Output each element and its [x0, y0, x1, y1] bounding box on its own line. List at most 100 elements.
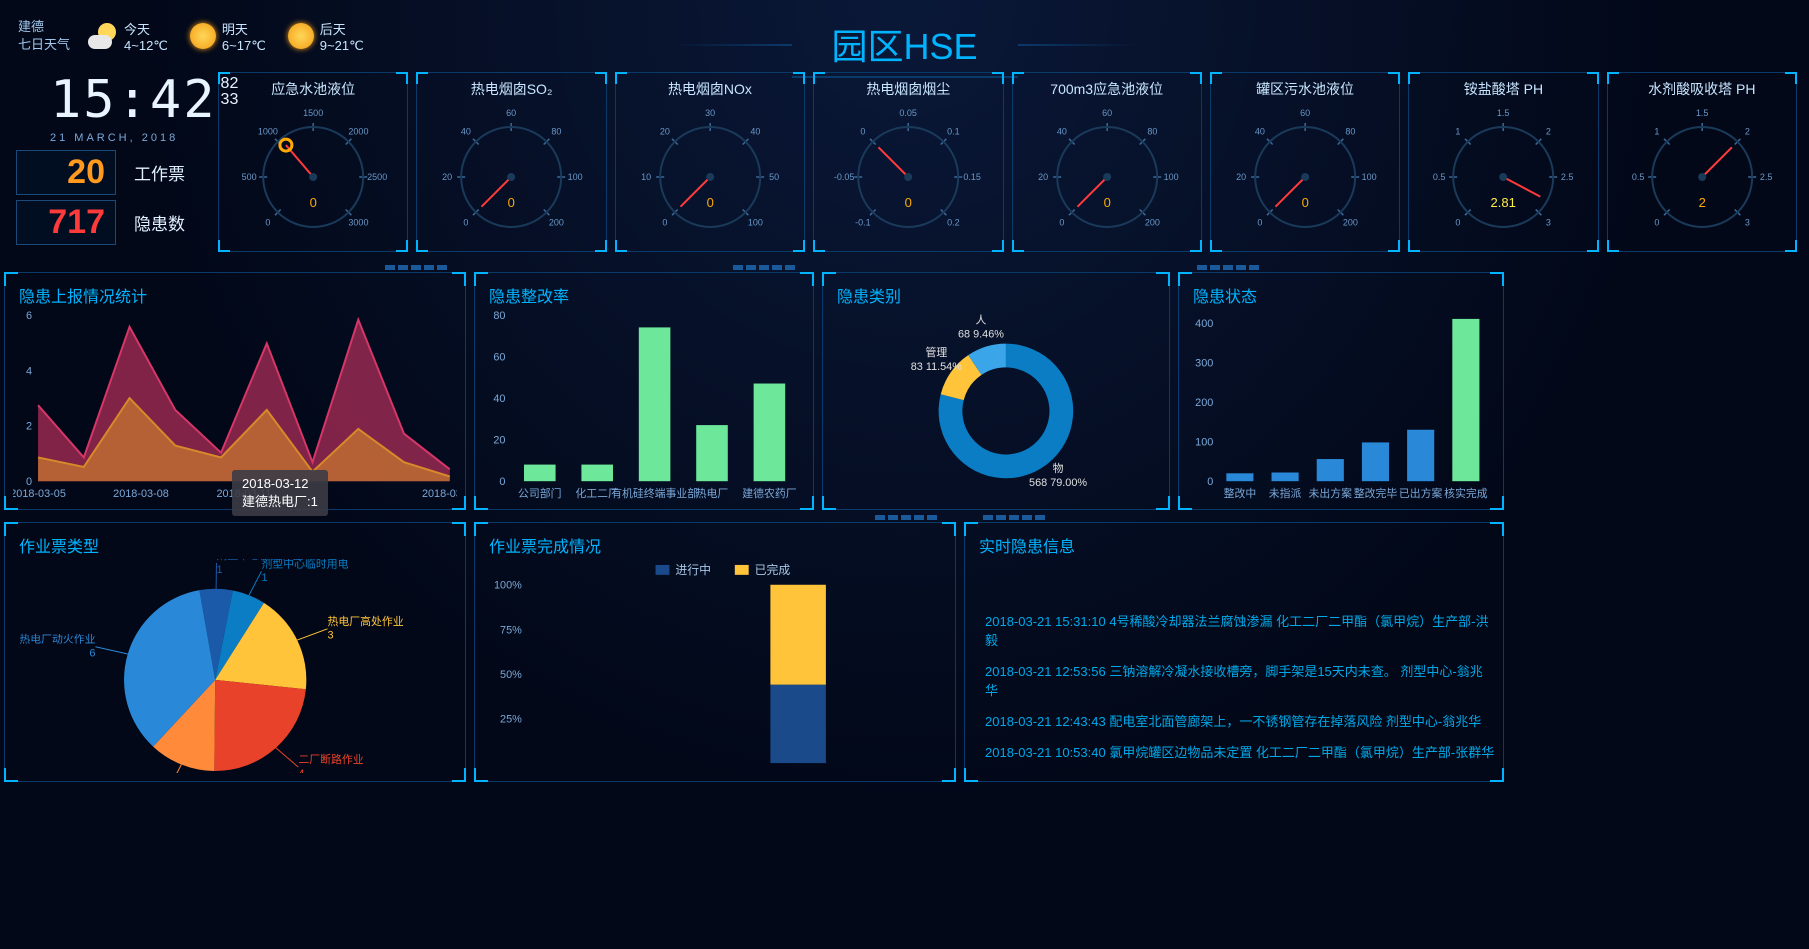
svg-text:进行中: 进行中: [675, 563, 711, 577]
gauge-card: 应急水池液位0500100015002000250030000: [218, 72, 408, 252]
svg-text:40: 40: [1056, 127, 1066, 137]
svg-text:0: 0: [905, 195, 912, 210]
gauge-title: 热电烟囱烟尘: [820, 79, 996, 99]
svg-text:50: 50: [769, 172, 779, 182]
svg-text:1.5: 1.5: [1696, 108, 1709, 118]
page-title: 园区HSE: [791, 12, 1017, 78]
svg-text:1: 1: [261, 572, 267, 584]
svg-text:40: 40: [461, 127, 471, 137]
sun-icon: [190, 23, 216, 49]
sun-icon: [288, 23, 314, 49]
svg-text:0.5: 0.5: [1433, 172, 1446, 182]
svg-text:2018-03-19: 2018-03-19: [422, 488, 457, 500]
svg-text:核实完成: 核实完成: [1444, 486, 1488, 500]
svg-text:0: 0: [861, 127, 866, 137]
svg-text:热电厂高处作业: 热电厂高处作业: [327, 614, 403, 628]
svg-text:80: 80: [493, 310, 505, 322]
svg-text:4: 4: [298, 768, 304, 773]
svg-text:0.15: 0.15: [964, 172, 982, 182]
svg-text:0.05: 0.05: [900, 108, 918, 118]
svg-text:20: 20: [1038, 172, 1048, 182]
svg-text:2018-03-08: 2018-03-08: [113, 488, 169, 500]
panel-status: 隐患状态 0100200300400整改中未指派未出方案整改完毕已出方案核实完成: [1178, 272, 1504, 510]
svg-text:100: 100: [1195, 437, 1213, 449]
feed-item: 2018-03-21 10:53:40 氯甲烷罐区边物品未定置 化工二厂二甲酯（…: [973, 742, 1495, 761]
svg-text:2.5: 2.5: [1561, 172, 1574, 182]
svg-text:3: 3: [327, 630, 333, 642]
clock-time: 15:42: [50, 70, 217, 130]
svg-text:200: 200: [1195, 397, 1213, 409]
svg-text:1.5: 1.5: [1497, 108, 1510, 118]
svg-text:0: 0: [310, 195, 317, 210]
svg-text:管理: 管理: [925, 345, 947, 359]
svg-text:100: 100: [1163, 172, 1178, 182]
svg-text:1: 1: [1456, 127, 1461, 137]
gauge-title: 水剂酸吸收塔 PH: [1614, 79, 1790, 99]
kpi-value: 717: [16, 200, 116, 245]
kpi-hazards: 717 隐患数: [16, 200, 185, 245]
svg-text:0: 0: [464, 217, 469, 227]
svg-text:整改完毕: 整改完毕: [1354, 486, 1398, 500]
svg-text:75%: 75%: [500, 624, 522, 636]
gauge-card: 水剂酸吸收塔 PH00.511.522.532: [1607, 72, 1797, 252]
gauge-card: 铵盐酸塔 PH00.511.522.532.81: [1408, 72, 1598, 252]
svg-text:60: 60: [507, 108, 517, 118]
svg-text:2500: 2500: [367, 172, 387, 182]
panel-completion: 作业票完成情况 进行中已完成25%50%75%100%: [474, 522, 956, 782]
svg-text:已出方案: 已出方案: [1399, 486, 1443, 500]
svg-text:0: 0: [706, 195, 713, 210]
svg-text:20: 20: [660, 127, 670, 137]
gauge-title: 热电烟囱NOx: [622, 79, 798, 99]
weather-day: 今天4~12℃: [88, 19, 168, 54]
svg-text:0: 0: [1301, 195, 1308, 210]
svg-text:60: 60: [1102, 108, 1112, 118]
svg-text:0: 0: [662, 217, 667, 227]
kpi-work-tickets: 20 工作票: [16, 150, 185, 195]
svg-text:建德农药厂: 建德农药厂: [742, 486, 797, 500]
svg-text:0: 0: [508, 195, 515, 210]
weather-block: 建德 七日天气 今天4~12℃ 明天6~17℃ 后天9~21℃: [18, 18, 364, 54]
svg-text:100%: 100%: [494, 580, 522, 592]
gauge-title: 热电烟囱SO₂: [423, 79, 599, 99]
svg-text:2: 2: [1546, 127, 1551, 137]
feed-item: 2018-03-21 12:43:43 配电室北面管廊架上，一不锈钢管存在掉落风…: [973, 711, 1495, 730]
svg-text:2: 2: [1698, 195, 1705, 210]
svg-text:0: 0: [1654, 217, 1659, 227]
svg-text:2018-03-05: 2018-03-05: [13, 488, 66, 500]
svg-text:4: 4: [26, 365, 32, 377]
svg-text:0: 0: [1207, 476, 1213, 488]
svg-text:3: 3: [1745, 217, 1750, 227]
svg-text:1: 1: [216, 564, 222, 576]
svg-text:热电厂动火作业: 热电厂动火作业: [19, 633, 95, 646]
gauge-title: 700m3应急池液位: [1019, 79, 1195, 99]
svg-text:有机硅终端事业部: 有机硅终端事业部: [611, 486, 698, 500]
svg-text:0.1: 0.1: [947, 127, 960, 137]
svg-text:2: 2: [26, 421, 32, 433]
clock: 15:42 82 33 21 MARCH, 2018: [50, 70, 238, 144]
svg-text:0: 0: [26, 476, 32, 488]
weather-site-label: 建德 七日天气: [18, 18, 70, 54]
kpi-label: 工作票: [134, 160, 185, 185]
svg-text:物: 物: [1053, 461, 1064, 475]
svg-text:2000: 2000: [348, 127, 368, 137]
svg-text:人: 人: [976, 314, 987, 327]
svg-text:热电厂: 热电厂: [696, 487, 729, 500]
svg-text:200: 200: [549, 217, 564, 227]
feed-item: 2018-03-21 15:31:10 4号稀酸冷却器法兰腐蚀渗漏 化工二厂二甲…: [973, 611, 1495, 649]
gauge-card: 热电烟囱NOx010203040501000: [615, 72, 805, 252]
weather-day: 后天9~21℃: [288, 19, 364, 54]
svg-text:3: 3: [1546, 217, 1551, 227]
svg-text:40: 40: [750, 127, 760, 137]
svg-text:568 79.00%: 568 79.00%: [1029, 477, 1087, 489]
svg-text:3000: 3000: [348, 217, 368, 227]
svg-text:整改中: 整改中: [1224, 486, 1257, 500]
kpi-value: 20: [16, 150, 116, 195]
svg-text:二厂断路作业: 二厂断路作业: [298, 752, 363, 766]
weather-day: 明天6~17℃: [190, 19, 266, 54]
svg-text:已完成: 已完成: [755, 563, 791, 577]
svg-text:6: 6: [26, 310, 32, 322]
svg-text:40: 40: [1255, 127, 1265, 137]
svg-text:公司部门: 公司部门: [518, 486, 562, 500]
svg-text:2.81: 2.81: [1491, 195, 1516, 210]
svg-text:20: 20: [1236, 172, 1246, 182]
